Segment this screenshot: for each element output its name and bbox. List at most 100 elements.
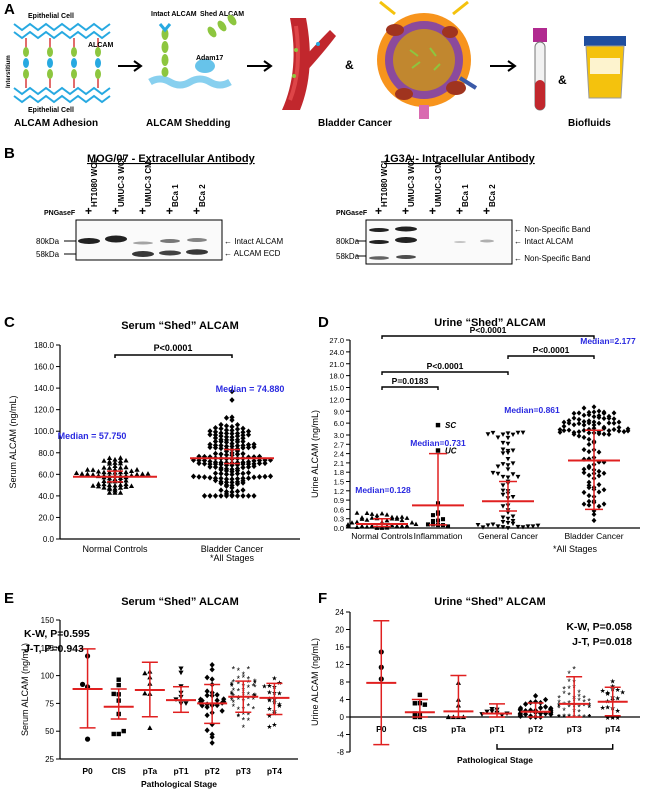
data-point: [111, 731, 116, 737]
y-tick-label: 25: [45, 755, 54, 764]
data-point: [214, 697, 220, 704]
y-tick-label: 12: [335, 661, 344, 670]
y-tick-label: 1.8: [334, 468, 344, 477]
data-point: [223, 488, 230, 495]
data-point: [571, 422, 577, 428]
data-point: [229, 437, 235, 443]
data-point: [123, 457, 129, 463]
data-point: *: [230, 682, 234, 692]
data-point: [500, 447, 506, 452]
data-point: ★: [276, 689, 282, 697]
y-tick-label: 3.0: [334, 431, 344, 440]
data-point: *: [557, 712, 561, 722]
data-point: *: [557, 703, 561, 713]
data-point: [218, 430, 224, 436]
data-point: ★: [600, 687, 606, 695]
plus-mark: +: [402, 204, 409, 218]
data-point: [201, 460, 208, 467]
data-point: *: [247, 678, 251, 688]
data-point: [576, 433, 582, 439]
data-point: [517, 710, 523, 717]
data-point: [581, 501, 587, 507]
data-point: [229, 430, 235, 437]
data-point: *: [557, 712, 561, 722]
data-point: [505, 457, 511, 462]
data-point: ★: [271, 675, 277, 683]
data-point: *: [242, 715, 246, 725]
data-point: [505, 448, 511, 454]
y-tick-label: 0.0: [43, 535, 55, 544]
data-point: [422, 702, 428, 707]
data-point: [359, 516, 365, 521]
blot-right: [365, 219, 513, 265]
data-point: [616, 419, 622, 425]
data-point: *: [232, 665, 236, 675]
data-point: [212, 450, 219, 457]
data-point: [349, 520, 355, 525]
data-point: [212, 470, 219, 477]
caption-adhesion: ALCAM Adhesion: [14, 118, 98, 129]
data-point: [520, 430, 526, 435]
data-point: *: [588, 712, 592, 722]
data-point: [117, 465, 124, 470]
data-point: [601, 501, 607, 507]
data-point: [262, 460, 268, 467]
y-tick-label: 8: [340, 678, 345, 687]
data-point: [204, 712, 210, 719]
data-point: ★: [615, 695, 621, 703]
data-point: [566, 427, 572, 433]
data-point: *: [232, 698, 236, 708]
data-point: [111, 691, 116, 697]
data-point: [84, 736, 91, 742]
x-tick-label: Bladder Cancer: [201, 544, 264, 554]
data-point: [245, 459, 252, 465]
stage-bracket: [496, 744, 614, 750]
blot-right-title: 1G3A - Intracellular Antibody: [384, 153, 536, 165]
data-point: [234, 436, 241, 443]
data-point: [240, 493, 246, 499]
data-point: *: [230, 680, 234, 690]
data-point: [229, 414, 235, 421]
blot-right-bands: [369, 226, 494, 260]
data-point: [234, 451, 241, 458]
x-tick-label: pT2: [528, 724, 543, 734]
data-point: [123, 484, 129, 489]
data-point: ★: [615, 707, 621, 715]
median-label: Median=0.731: [410, 438, 466, 448]
data-point: [606, 431, 612, 438]
data-point: [212, 459, 219, 466]
data-point: [417, 692, 423, 698]
band-label: ← Non-Specific Band: [514, 225, 591, 234]
data-point: [345, 522, 351, 527]
data-point: [117, 469, 124, 475]
y-tick-label: 12.0: [329, 395, 344, 404]
data-point: [581, 489, 587, 496]
data-point: [106, 490, 113, 495]
data-point: [207, 428, 213, 434]
data-point: [212, 438, 219, 445]
data-point: *: [557, 712, 561, 722]
data-point: [95, 481, 102, 486]
data-point: [229, 482, 235, 489]
x-tick-label: pT4: [605, 724, 620, 734]
data-point: [445, 524, 451, 529]
data-point: *: [587, 712, 591, 722]
data-point: [207, 441, 213, 448]
data-point: [112, 460, 118, 465]
data-point: [178, 666, 184, 672]
data-point: *: [587, 703, 591, 713]
data-point: *: [577, 702, 581, 712]
data-point: *: [572, 665, 576, 675]
data-point: [229, 423, 235, 430]
data-point: [223, 471, 230, 478]
data-point: [354, 524, 360, 530]
lane-label: BCa 2: [198, 184, 207, 207]
data-point: [586, 430, 592, 436]
data-point: [596, 420, 602, 426]
x-tick-label: General Cancer: [478, 531, 538, 541]
data-point: [207, 474, 213, 481]
data-point: [73, 470, 80, 475]
data-point: [201, 457, 208, 464]
data-point: [240, 429, 246, 436]
data-point: [586, 441, 592, 447]
